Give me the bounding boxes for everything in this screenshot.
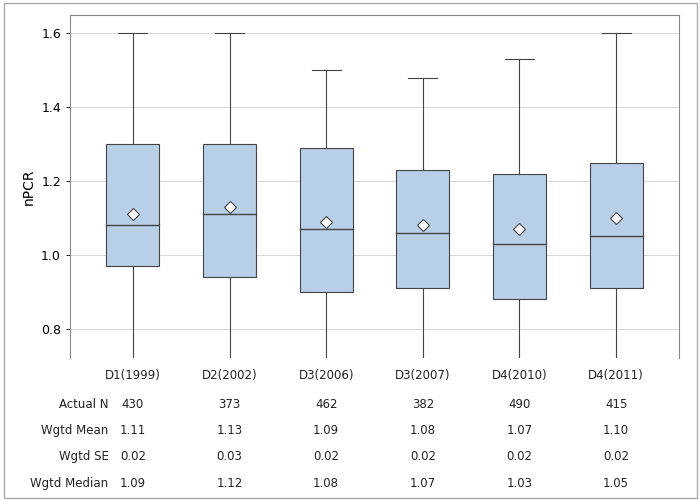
Text: 373: 373 xyxy=(218,398,241,410)
Text: 1.12: 1.12 xyxy=(216,477,243,490)
Text: 1.05: 1.05 xyxy=(603,477,629,490)
Text: 0.02: 0.02 xyxy=(120,450,146,464)
Bar xyxy=(493,174,546,299)
Text: 1.08: 1.08 xyxy=(313,477,340,490)
Text: Wgtd Mean: Wgtd Mean xyxy=(41,424,108,437)
Text: 0.02: 0.02 xyxy=(313,450,340,464)
Text: 1.13: 1.13 xyxy=(216,424,243,437)
Text: D4(2010): D4(2010) xyxy=(491,368,547,382)
Y-axis label: nPCR: nPCR xyxy=(22,168,36,205)
Text: 462: 462 xyxy=(315,398,337,410)
Text: 415: 415 xyxy=(605,398,627,410)
Text: 1.09: 1.09 xyxy=(313,424,340,437)
Text: 1.10: 1.10 xyxy=(603,424,629,437)
Bar xyxy=(396,170,449,288)
Text: 490: 490 xyxy=(508,398,531,410)
Text: 0.03: 0.03 xyxy=(216,450,242,464)
Text: D1(1999): D1(1999) xyxy=(105,368,161,382)
Text: 1.08: 1.08 xyxy=(410,424,436,437)
Text: 0.02: 0.02 xyxy=(603,450,629,464)
Text: 0.02: 0.02 xyxy=(410,450,436,464)
Text: Actual N: Actual N xyxy=(59,398,108,410)
Bar xyxy=(589,162,643,288)
Text: 0.02: 0.02 xyxy=(507,450,533,464)
Bar xyxy=(106,144,160,266)
Text: 1.11: 1.11 xyxy=(120,424,146,437)
Text: Wgtd SE: Wgtd SE xyxy=(59,450,108,464)
Text: D3(2006): D3(2006) xyxy=(298,368,354,382)
Text: D3(2007): D3(2007) xyxy=(395,368,451,382)
Text: 430: 430 xyxy=(122,398,144,410)
Bar xyxy=(300,148,353,292)
Text: D4(2011): D4(2011) xyxy=(588,368,644,382)
Text: D2(2002): D2(2002) xyxy=(202,368,258,382)
Text: 1.07: 1.07 xyxy=(410,477,436,490)
Text: 1.03: 1.03 xyxy=(507,477,533,490)
Bar xyxy=(203,144,256,277)
Text: Wgtd Median: Wgtd Median xyxy=(30,477,108,490)
Text: 1.09: 1.09 xyxy=(120,477,146,490)
Text: 382: 382 xyxy=(412,398,434,410)
Text: 1.07: 1.07 xyxy=(506,424,533,437)
